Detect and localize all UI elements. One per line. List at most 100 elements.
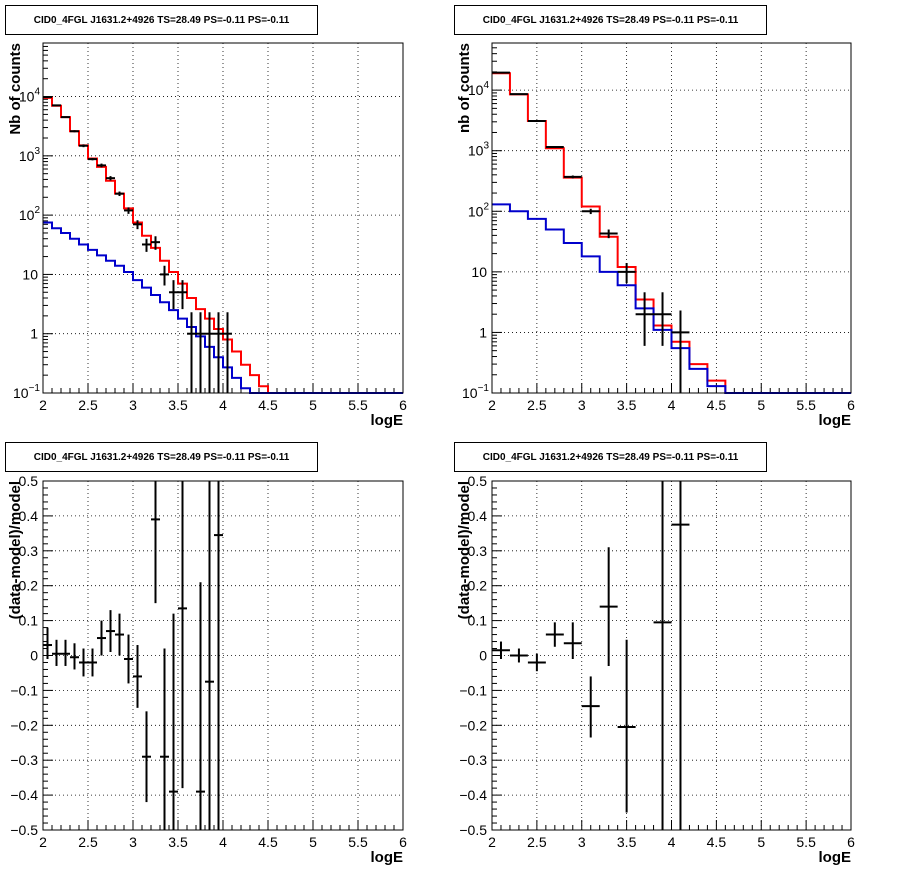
y-axis-label: Nb of counts [7,43,24,135]
data-point [671,310,690,393]
x-tick-label: 3 [129,834,137,850]
x-tick-label: 5 [757,834,765,850]
x-tick-label: 5 [309,397,317,413]
data-point [527,653,546,672]
y-tick-label: −0.2 [459,717,487,733]
data-point [492,71,510,74]
data-point [653,292,672,346]
data-point [124,634,133,684]
data-point [635,292,654,346]
y-tick-label: 0.5 [468,473,488,489]
x-tick-label: 6 [399,397,407,413]
plot-area: 2 2.5 3 3.5 4 4.5 5 5.5 6 10−1 1 10 102 103 104 logE nb … [456,42,855,429]
data-point [178,481,187,789]
x-tick-label: 4 [219,397,227,413]
x-tick-label: 2.5 [78,834,98,850]
x-tick-label: 4.5 [258,834,278,850]
y-tick-label: −0.1 [459,682,487,698]
plot-frame [42,480,404,831]
data-point [196,582,205,830]
x-tick-label: 3.5 [168,397,188,413]
y-tick-label: 0.2 [19,578,39,594]
x-tick-label: 5 [309,834,317,850]
y-tick-label: −0.4 [10,787,38,803]
data-point [115,613,124,656]
data-point [581,208,600,215]
panel-counts-coarse: 2 2.5 3 3.5 4 4.5 5 5.5 6 10−1 1 10 102 103 104 logE nb … [449,0,898,437]
panel-residuals-coarse: 2 2.5 3 3.5 4 4.5 5 5.5 6 −0.5 −0.4 −0.3 −0.2 −0.1 0 0.… [449,437,898,875]
y-tick-label: 10−1 [462,383,489,401]
y-tick-label: 0.3 [468,543,488,559]
panel-residuals-fine: 2 2.5 3 3.5 4 4.5 5 5.5 6 −0.5 −0.4 −0.3 −0.2 −0.1 0 0.… [0,437,449,875]
data-point [115,191,124,197]
series-model-background [492,203,851,394]
data-point [52,639,61,666]
data-point [178,280,187,310]
x-axis-label: logE [371,849,404,866]
chart-counts-fine: 2 2.5 3 3.5 4 4.5 5 5.5 6 10−1 1 10 102 103 104 logE Nb … [7,42,407,429]
data-point [79,648,88,677]
data-point [545,622,564,647]
y-tick-label: 0.1 [468,613,488,629]
panel-title: CID0_4FGL J1631.2+4926 TS=28.49 PS=-0.11… [454,442,767,472]
series-model-total [43,96,403,394]
data-point [70,643,79,670]
x-tick-label: 4.5 [707,397,727,413]
data-point [187,312,196,393]
data-point [653,481,672,830]
plot-area: 2 2.5 3 3.5 4 4.5 5 5.5 6 10−1 1 10 102 103 104 logE Nb … [7,42,407,429]
data-point [169,280,178,310]
y-tick-label: 1 [30,326,38,342]
y-tick-label: −0.3 [459,752,487,768]
x-tick-label: 5.5 [348,397,368,413]
x-tick-label: 5.5 [348,834,368,850]
y-tick-label: 10−1 [13,383,40,401]
data-point [52,104,61,107]
x-tick-label: 4 [668,397,676,413]
y-tick-label: 104 [468,80,490,98]
x-tick-label: 6 [399,834,407,850]
y-tick-label: 0 [479,648,487,664]
data-point [599,229,618,239]
x-tick-label: 3.5 [617,397,637,413]
data-point [88,648,97,677]
panel-title: CID0_4FGL J1631.2+4926 TS=28.49 PS=-0.11… [5,442,318,472]
x-tick-label: 2.5 [527,834,547,850]
y-tick-label: 0.1 [19,613,39,629]
y-tick-label: 0.2 [468,578,488,594]
x-axis-label: logE [371,412,404,429]
y-axis-label: (data-model)/model [7,481,24,619]
y-tick-label: 103 [468,141,490,159]
data-point [151,236,160,250]
x-tick-label: 3.5 [617,834,637,850]
data-point [492,641,510,659]
y-tick-label: 102 [19,205,41,223]
data-point [205,312,214,393]
data-point [70,130,79,133]
data-point [214,481,223,830]
y-tick-label: −0.5 [459,822,487,838]
data-point [545,146,564,149]
data-point [97,163,106,168]
data-point [88,157,97,161]
y-tick-label: 10 [22,266,38,282]
panel-counts-fine: 2 2.5 3 3.5 4 4.5 5 5.5 6 10−1 1 10 102 103 104 logE Nb … [0,0,449,437]
data-point [527,119,546,122]
x-tick-label: 4 [219,834,227,850]
x-tick-label: 2.5 [78,397,98,413]
data-point [106,176,115,181]
data-point [599,547,618,666]
data-point [617,639,636,813]
data-point [97,620,106,656]
x-tick-label: 3 [578,834,586,850]
x-tick-label: 4 [668,834,676,850]
data-point [124,207,133,214]
plot-area: 2 2.5 3 3.5 4 4.5 5 5.5 6 −0.5 −0.4 −0.3 −0.2 −0.1 0 0.… [456,473,855,866]
data-point [133,220,142,230]
x-tick-label: 2 [39,834,47,850]
data-point [196,312,205,393]
data-point [509,648,528,663]
x-axis-label: logE [819,412,852,429]
data-point [581,676,600,738]
data-point [617,263,636,284]
